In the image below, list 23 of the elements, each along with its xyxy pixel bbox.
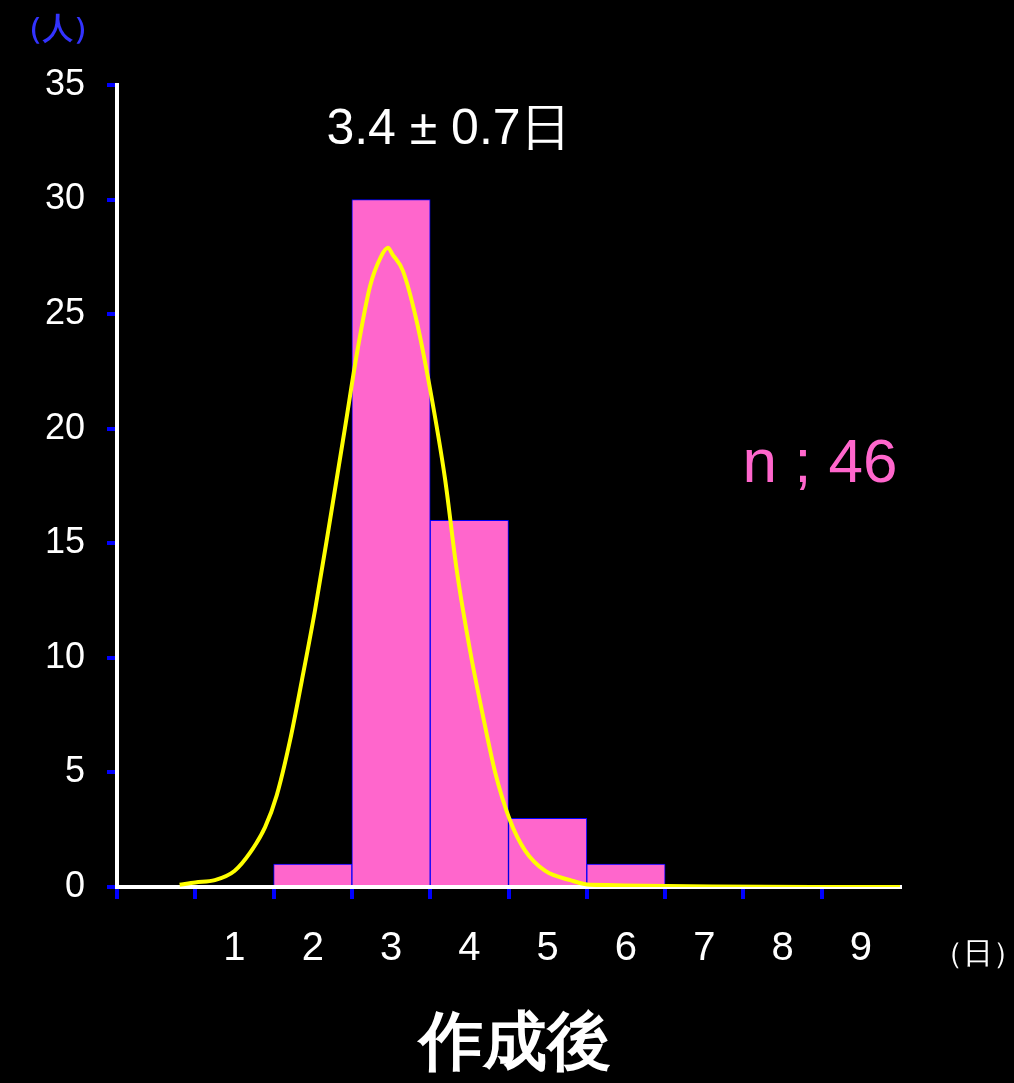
x-tick-label: 4 xyxy=(458,924,481,969)
x-tick-label: 2 xyxy=(301,924,324,969)
line-series xyxy=(177,245,900,887)
x-tick-label: 6 xyxy=(614,924,638,969)
y-tick-label: 25 xyxy=(44,291,85,333)
y-tick-label: 35 xyxy=(44,61,85,103)
text: （日） xyxy=(933,936,1014,970)
x-tick-label: 7 xyxy=(693,924,716,969)
x-tick-label: 5 xyxy=(536,924,559,969)
x-axis-title: 作成後 xyxy=(416,1004,611,1077)
y-tick-label: 5 xyxy=(64,749,85,791)
y-tick-label: 20 xyxy=(44,405,85,447)
x-tick-label: 1 xyxy=(223,924,246,969)
x-tick-label: 3 xyxy=(379,924,403,969)
annotation: n ; 46 xyxy=(742,426,898,496)
annotation: 3.4 ± 0.7日 xyxy=(326,98,571,155)
y-tick-label: 30 xyxy=(44,176,85,218)
y-tick-label: 15 xyxy=(44,520,85,562)
y-tick-label: 0 xyxy=(64,863,85,905)
x-tick-label: 8 xyxy=(771,924,794,969)
x-tick-label: 9 xyxy=(849,924,872,969)
y-axis-title: （人） xyxy=(13,11,103,45)
y-tick-label: 10 xyxy=(44,634,85,676)
